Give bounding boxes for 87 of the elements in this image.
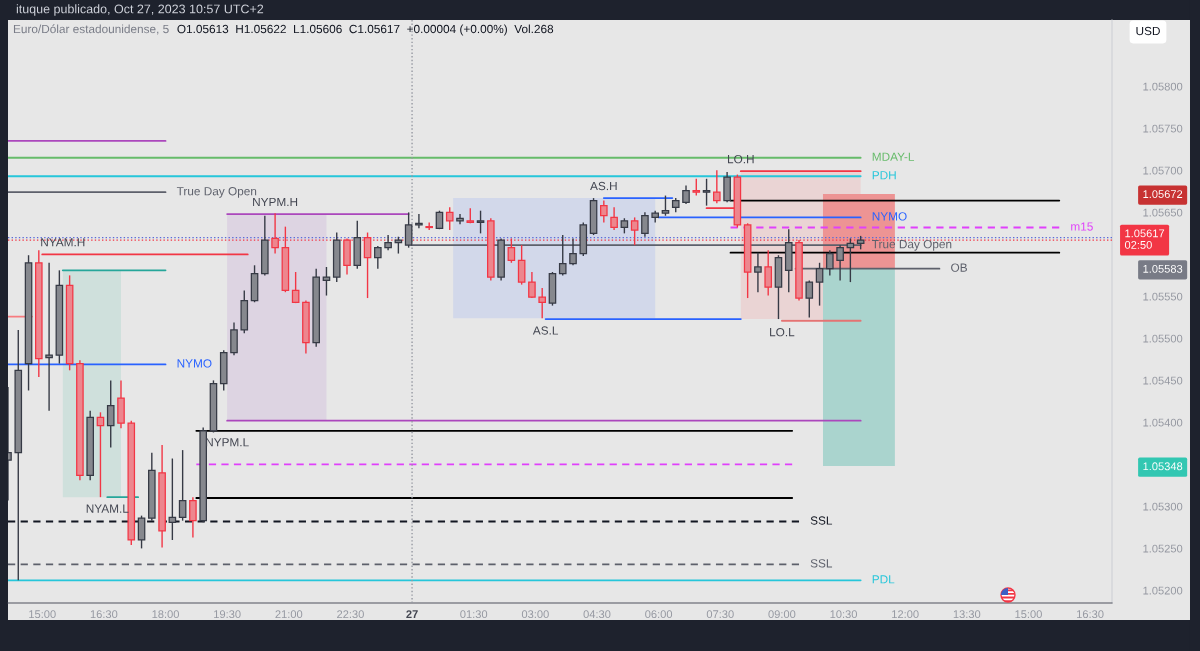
series-label: True Day Open bbox=[176, 187, 257, 198]
y-tick-label: 1.05800 bbox=[1143, 82, 1183, 91]
candlestick bbox=[291, 271, 300, 304]
x-tick-label: 06:00 bbox=[645, 610, 673, 619]
candlestick bbox=[507, 237, 516, 264]
y-tick-label: 1.05750 bbox=[1143, 124, 1183, 133]
candlestick bbox=[425, 221, 434, 231]
series-label: SSL bbox=[810, 516, 833, 525]
x-tick-label: 18:00 bbox=[152, 610, 179, 619]
y-tick-label: 1.05250 bbox=[1143, 544, 1183, 553]
y-tick-label: 1.05583 bbox=[1143, 264, 1183, 273]
candlestick bbox=[641, 211, 649, 238]
x-tick-label: 22:30 bbox=[337, 610, 364, 619]
candlestick bbox=[723, 171, 731, 203]
candlestick bbox=[815, 262, 824, 307]
series-label: NYMO bbox=[872, 212, 907, 221]
candlestick bbox=[476, 209, 485, 235]
candlestick bbox=[836, 244, 844, 282]
candlestick bbox=[661, 194, 670, 217]
annotation: NYPM.H bbox=[253, 197, 298, 207]
x-tick-label: 16:30 bbox=[1077, 610, 1104, 619]
series-label: PDL bbox=[872, 575, 895, 584]
y-tick-label: 1.05450 bbox=[1143, 376, 1183, 385]
candlestick bbox=[517, 244, 526, 286]
x-tick-label: 19:30 bbox=[214, 610, 241, 619]
text: ituque publicado, Oct 27, 2023 10:57 UTC+2 bbox=[16, 4, 264, 16]
candlestick bbox=[230, 321, 238, 356]
series-label: MDAY-L bbox=[872, 152, 915, 161]
x-tick-label: 03:00 bbox=[521, 610, 549, 619]
y-tick-label: 1.05700 bbox=[1143, 166, 1183, 175]
candlestick bbox=[374, 245, 382, 270]
candlestick bbox=[538, 287, 547, 319]
candlestick bbox=[682, 184, 690, 205]
annotation: LO.L bbox=[770, 328, 795, 337]
x-tick-label: 21:00 bbox=[275, 610, 303, 619]
annotation: NYAM.H bbox=[41, 238, 85, 247]
candlestick bbox=[528, 271, 536, 299]
candlestick bbox=[805, 279, 814, 319]
y-tick-label: 1.05300 bbox=[1143, 502, 1183, 511]
series-label: m15 bbox=[1071, 222, 1093, 231]
x-tick-label: 15:00 bbox=[1015, 610, 1042, 619]
x-tick-label: 13:30 bbox=[953, 610, 981, 619]
chart-subtitle: O1.05613 H1.05622 L1.05606 C1.05617 +0.00004 (+0.00%) Vol.268 bbox=[177, 24, 554, 36]
candlestick bbox=[415, 213, 423, 230]
y-tick-label: 1.05500 bbox=[1143, 334, 1183, 343]
candlestick bbox=[754, 252, 762, 293]
annotation: AS.L bbox=[532, 326, 559, 335]
y-tick-label: 1.05672 bbox=[1143, 190, 1183, 199]
candlestick bbox=[178, 449, 187, 522]
candlestick bbox=[322, 266, 331, 297]
x-tick-label: 01:30 bbox=[460, 610, 488, 619]
x-tick-label: 10:30 bbox=[830, 610, 857, 619]
candlestick bbox=[106, 379, 115, 449]
x-tick-label: 04:30 bbox=[583, 610, 611, 619]
candlestick bbox=[558, 234, 567, 277]
candlestick bbox=[713, 169, 721, 204]
series-label: NYMO bbox=[177, 359, 212, 368]
chart-title: Euro/Dólar estadounidense, 5 bbox=[13, 24, 169, 35]
candlestick bbox=[702, 178, 711, 207]
candlestick bbox=[600, 199, 608, 224]
text: USD bbox=[1136, 26, 1160, 36]
x-tick-label: 12:00 bbox=[892, 610, 919, 619]
candlestick bbox=[610, 206, 618, 231]
x-tick-label: 15:00 bbox=[29, 610, 56, 619]
series-label: PDH bbox=[872, 171, 896, 180]
x-tick-label: 16:30 bbox=[90, 610, 118, 619]
candlestick bbox=[445, 206, 454, 231]
y-tick-label: 1.05348 bbox=[1143, 462, 1183, 471]
candlestick bbox=[404, 211, 413, 249]
series-label: True Day Open bbox=[872, 239, 952, 251]
y-tick-label: 1.05400 bbox=[1143, 418, 1183, 427]
candlestick bbox=[168, 457, 177, 541]
candlestick bbox=[189, 496, 197, 539]
candlestick bbox=[569, 237, 577, 266]
series-label: OB bbox=[951, 263, 967, 272]
x-tick-label: 07:30 bbox=[706, 610, 734, 619]
x-tick-label: 09:00 bbox=[768, 610, 796, 619]
candlestick bbox=[137, 514, 146, 550]
series-label: SSL bbox=[810, 559, 833, 568]
x-tick-label: 27 bbox=[406, 610, 418, 618]
y-tick-label: 1.05200 bbox=[1143, 586, 1183, 595]
ref-line-label: 1.05617 02:50 bbox=[1124, 229, 1165, 249]
annotation: AS.H bbox=[590, 181, 617, 191]
candlestick bbox=[826, 249, 834, 277]
y-tick-label: 1.05650 bbox=[1143, 208, 1183, 217]
candlestick bbox=[764, 249, 773, 297]
y-tick-label: 1.05550 bbox=[1143, 292, 1183, 301]
